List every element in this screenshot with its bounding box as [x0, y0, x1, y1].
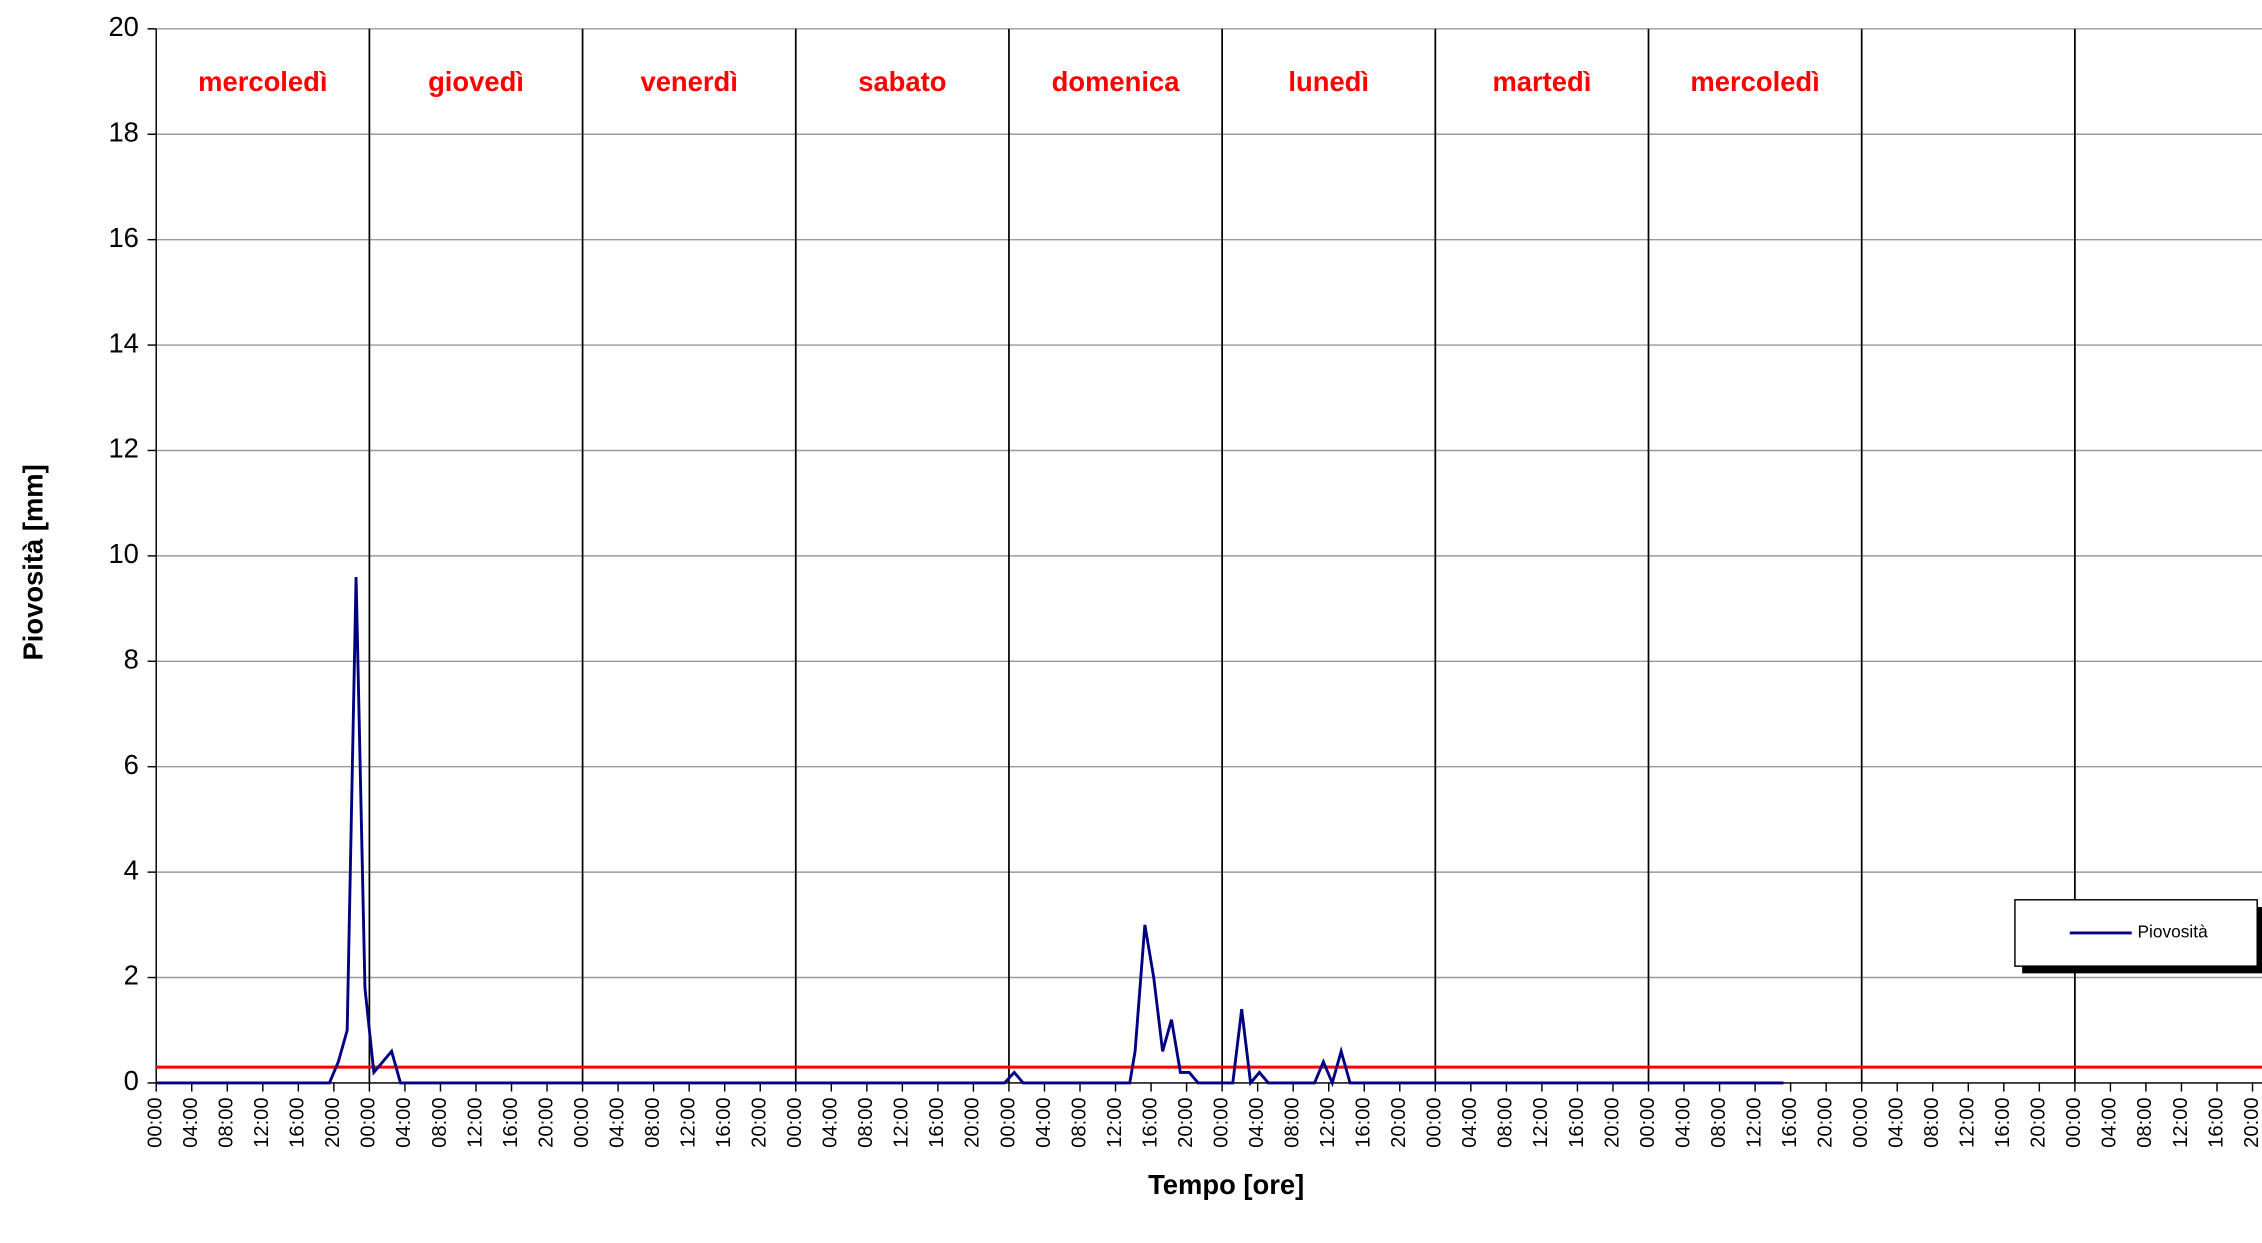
data-line: [156, 576, 1784, 1088]
x-tick-label: 12:00: [2170, 1097, 2192, 1147]
x-tick-label: 20:00: [322, 1097, 344, 1147]
day-label: giovedì: [428, 66, 524, 97]
x-tick-label: 08:00: [1068, 1097, 1090, 1147]
x-tick-label: 00:00: [1637, 1097, 1659, 1147]
x-tick-label: 00:00: [358, 1097, 380, 1147]
x-tick-label: 04:00: [1246, 1097, 1268, 1147]
x-tick-label: 16:00: [713, 1097, 735, 1147]
x-tick-label: 08:00: [1282, 1097, 1304, 1147]
y-axis-label: Piovosità [mm]: [17, 464, 48, 660]
x-tick-label: 16:00: [2205, 1097, 2227, 1147]
y-tick-label: 12: [108, 433, 138, 464]
x-axis-label: Tempo [ore]: [1148, 1169, 1304, 1200]
x-tick-label: 00:00: [1424, 1097, 1446, 1147]
x-tick-label: 16:00: [926, 1097, 948, 1147]
y-tick-label: 0: [124, 1065, 139, 1096]
x-tick-label: 12:00: [1104, 1097, 1126, 1147]
x-tick-label: 04:00: [820, 1097, 842, 1147]
x-tick-label: 12:00: [1743, 1097, 1765, 1147]
y-tick-label: 10: [108, 538, 138, 569]
legend: Piovosità: [2014, 899, 2262, 974]
x-tick-label: 12:00: [251, 1097, 273, 1147]
x-tick-label: 12:00: [678, 1097, 700, 1147]
day-label: domenica: [1052, 66, 1181, 97]
x-tick-label: 12:00: [1530, 1097, 1552, 1147]
x-tick-label: 12:00: [891, 1097, 913, 1147]
legend-label: Piovosità: [2138, 922, 2209, 942]
x-tick-label: 12:00: [1317, 1097, 1339, 1147]
x-tick-label: 16:00: [1139, 1097, 1161, 1147]
x-tick-label: 08:00: [1495, 1097, 1517, 1147]
day-label: mercoledì: [1690, 66, 1819, 97]
day-label: martedì: [1492, 66, 1591, 97]
x-tick-label: 00:00: [571, 1097, 593, 1147]
x-tick-label: 08:00: [642, 1097, 664, 1147]
x-tick-label: 00:00: [2063, 1097, 2085, 1147]
x-tick-label: 08:00: [1708, 1097, 1730, 1147]
y-tick-label: 6: [124, 749, 139, 780]
x-tick-label: 04:00: [1886, 1097, 1908, 1147]
x-tick-label: 16:00: [287, 1097, 309, 1147]
x-tick-label: 20:00: [1388, 1097, 1410, 1147]
x-tick-label: 16:00: [1779, 1097, 1801, 1147]
day-label: lunedì: [1288, 66, 1369, 97]
x-tick-label: 04:00: [2099, 1097, 2121, 1147]
y-tick-label: 20: [108, 11, 138, 42]
y-tick-label: 8: [124, 644, 139, 675]
x-tick-label: 20:00: [1814, 1097, 1836, 1147]
x-tick-label: 20:00: [1175, 1097, 1197, 1147]
day-label: sabato: [858, 66, 946, 97]
y-tick-label: 18: [108, 116, 138, 147]
x-tick-label: 00:00: [1210, 1097, 1232, 1147]
x-tick-label: 16:00: [1353, 1097, 1375, 1147]
legend-box: [2014, 899, 2258, 967]
x-tick-label: 00:00: [1850, 1097, 1872, 1147]
x-tick-label: 04:00: [1459, 1097, 1481, 1147]
x-tick-label: 00:00: [997, 1097, 1019, 1147]
x-tick-label: 20:00: [2241, 1097, 2262, 1147]
x-tick-label: 16:00: [1992, 1097, 2014, 1147]
y-tick-label: 4: [124, 854, 139, 885]
y-tick-label: 2: [124, 960, 139, 991]
day-label: venerdì: [640, 66, 737, 97]
x-tick-label: 20:00: [2028, 1097, 2050, 1147]
x-tick-label: 08:00: [216, 1097, 238, 1147]
x-tick-label: 12:00: [1957, 1097, 1979, 1147]
x-tick-label: 20:00: [749, 1097, 771, 1147]
x-tick-label: 12:00: [464, 1097, 486, 1147]
x-tick-label: 20:00: [1601, 1097, 1623, 1147]
x-tick-label: 08:00: [855, 1097, 877, 1147]
x-tick-label: 04:00: [1672, 1097, 1694, 1147]
x-tick-label: 00:00: [784, 1097, 806, 1147]
x-tick-label: 20:00: [962, 1097, 984, 1147]
x-tick-label: 16:00: [1566, 1097, 1588, 1147]
x-tick-label: 04:00: [393, 1097, 415, 1147]
y-tick-label: 14: [108, 327, 138, 358]
x-tick-label: 08:00: [2134, 1097, 2156, 1147]
day-label: mercoledì: [198, 66, 327, 97]
y-tick-label: 16: [108, 222, 138, 253]
x-tick-label: 08:00: [1921, 1097, 1943, 1147]
x-tick-label: 16:00: [500, 1097, 522, 1147]
x-tick-label: 04:00: [180, 1097, 202, 1147]
x-tick-label: 08:00: [429, 1097, 451, 1147]
x-tick-label: 20:00: [535, 1097, 557, 1147]
x-tick-label: 04:00: [606, 1097, 628, 1147]
x-tick-label: 04:00: [1033, 1097, 1055, 1147]
x-tick-label: 00:00: [145, 1097, 167, 1147]
